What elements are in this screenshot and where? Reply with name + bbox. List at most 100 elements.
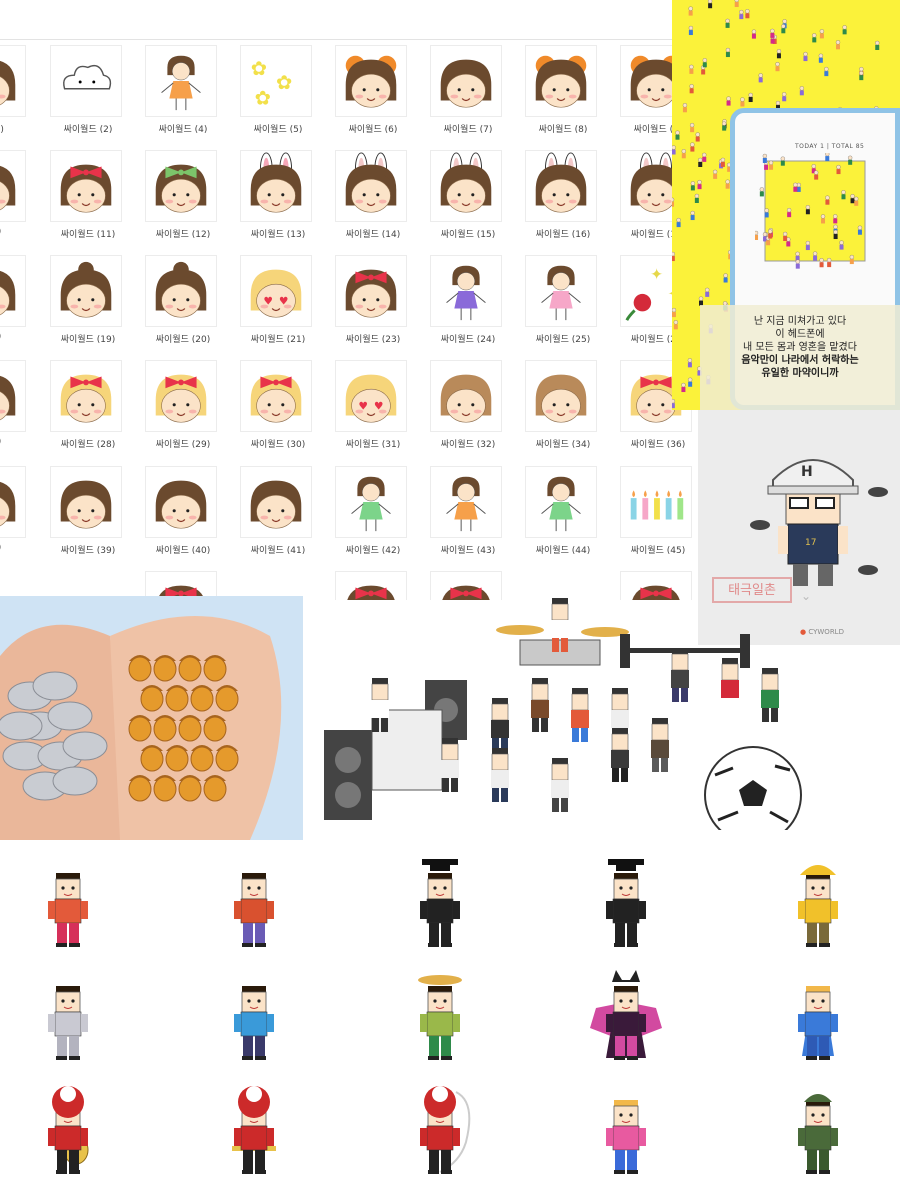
emoticon-thumbnail[interactable]: ♥ ♥	[335, 360, 407, 432]
emoticon-thumbnail[interactable]	[525, 255, 597, 327]
emoticon-thumbnail[interactable]	[240, 150, 312, 222]
emoticon-cell[interactable]: 싸이월드 (39)	[48, 466, 128, 566]
avatar-band-baton[interactable]	[400, 1082, 480, 1182]
emoticon-cell[interactable]	[618, 571, 698, 600]
avatar-graduate[interactable]	[586, 855, 666, 955]
emoticon-cell[interactable]	[333, 571, 413, 600]
emoticon-cell[interactable]: 싸이월드 (44)	[523, 466, 603, 566]
emoticon-cell[interactable]: 싸이월드 (45)	[618, 466, 698, 566]
emoticon-thumbnail[interactable]: ♥ ♥	[240, 255, 312, 327]
emoticon-thumbnail[interactable]	[0, 255, 26, 327]
emoticon-thumbnail[interactable]	[335, 150, 407, 222]
avatar-band-drum[interactable]	[28, 1082, 108, 1182]
cyworld-logo: ● CYWORLD	[800, 628, 844, 636]
emoticon-caption: 싸이월드 (30)	[250, 440, 306, 450]
emoticon-thumbnail[interactable]	[50, 360, 122, 432]
emoticon-cell[interactable]: 싸이월드 (28)	[48, 360, 128, 460]
emoticon-thumbnail[interactable]	[430, 150, 502, 222]
emoticon-cell[interactable]: (18)	[0, 255, 32, 355]
emoticon-cell[interactable]	[428, 571, 508, 600]
emoticon-cell[interactable]: 싸이월드 (40)	[143, 466, 223, 566]
emoticon-cell[interactable]: 싸이월드 (43)	[428, 466, 508, 566]
emoticon-cell[interactable]: 드 (1)	[0, 45, 32, 145]
emoticon-cell[interactable]: 싸이월드 (30)	[238, 360, 318, 460]
emoticon-cell[interactable]: 싸이월드 (7)	[428, 45, 508, 145]
emoticon-cell[interactable]: 싸이월드 (16)	[523, 150, 603, 250]
emoticon-thumbnail[interactable]	[240, 360, 312, 432]
emoticon-cell[interactable]: ♥ ♥ 싸이월드 (31)	[333, 360, 413, 460]
emoticon-thumbnail[interactable]	[145, 360, 217, 432]
emoticon-thumbnail[interactable]	[50, 466, 122, 538]
emoticon-cell[interactable]: 싸이월드 (36)	[618, 360, 698, 460]
emoticon-thumbnail[interactable]	[525, 360, 597, 432]
emoticon-cell[interactable]: 싸이월드 (11)	[48, 150, 128, 250]
emoticon-cell[interactable]: 싸이월드 (14)	[333, 150, 413, 250]
emoticon-thumbnail[interactable]	[525, 150, 597, 222]
emoticon-cell[interactable]: 싸이월드 (20)	[143, 255, 223, 355]
emoticon-thumbnail[interactable]	[0, 150, 26, 222]
emoticon-thumbnail[interactable]	[430, 45, 502, 117]
avatar-soldier[interactable]	[778, 1082, 858, 1182]
emoticon-cell[interactable]: 싸이월드 (13)	[238, 150, 318, 250]
emoticon-cell[interactable]: 싸이월드 (12)	[143, 150, 223, 250]
emoticon-cell[interactable]: 싸이월드 (6)	[333, 45, 413, 145]
emoticon-cell[interactable]: 싸이월드 (2)	[48, 45, 128, 145]
emoticon-thumbnail[interactable]	[335, 255, 407, 327]
emoticon-cell[interactable]: 싸이월드 (25)	[523, 255, 603, 355]
emoticon-thumbnail[interactable]	[0, 45, 26, 117]
emoticon-thumbnail[interactable]	[335, 45, 407, 117]
emoticon-thumbnail[interactable]	[240, 466, 312, 538]
emoticon-thumbnail[interactable]	[50, 255, 122, 327]
emoticon-thumbnail[interactable]	[145, 466, 217, 538]
emoticon-cell[interactable]: 싸이월드 (15)	[428, 150, 508, 250]
avatar-straw-hat[interactable]	[400, 968, 480, 1068]
avatar-hanbok-girl[interactable]	[28, 855, 108, 955]
emoticon-thumbnail[interactable]	[525, 45, 597, 117]
emoticon-cell[interactable]: ♥ ♥ 싸이월드 (21)	[238, 255, 318, 355]
avatar-raincoat[interactable]	[778, 855, 858, 955]
svg-text:✿: ✿	[251, 57, 267, 80]
emoticon-thumbnail[interactable]	[145, 150, 217, 222]
emoticon-cell[interactable]: 싸이월드 (23)	[333, 255, 413, 355]
emoticon-thumbnail[interactable]	[620, 466, 692, 538]
emoticon-thumbnail[interactable]	[620, 571, 692, 600]
emoticon-thumbnail[interactable]	[430, 360, 502, 432]
avatar-suit[interactable]	[28, 968, 108, 1068]
emoticon-cell[interactable]: 싸이월드 (42)	[333, 466, 413, 566]
emoticon-thumbnail[interactable]	[430, 255, 502, 327]
avatar-hanbok-boy[interactable]	[214, 855, 294, 955]
emoticon-thumbnail[interactable]	[50, 150, 122, 222]
avatar-graduate[interactable]	[400, 855, 480, 955]
avatar-striped-boy[interactable]	[214, 968, 294, 1068]
avatar-princess[interactable]	[778, 968, 858, 1068]
emoticon-cell[interactable]: (27)	[0, 360, 32, 460]
emoticon-cell[interactable]: 싸이월드 (29)	[143, 360, 223, 460]
emoticon-thumbnail[interactable]	[145, 45, 217, 117]
emoticon-thumbnail[interactable]	[145, 255, 217, 327]
emoticon-cell[interactable]: ✿ ✿ ✿ 싸이월드 (5)	[238, 45, 318, 145]
emoticon-cell[interactable]: 싸이월드 (4)	[143, 45, 223, 145]
emoticon-thumbnail[interactable]	[620, 360, 692, 432]
emoticon-thumbnail[interactable]	[335, 466, 407, 538]
avatar-band-trumpet[interactable]	[214, 1082, 294, 1182]
emoticon-thumbnail[interactable]	[335, 571, 407, 600]
emoticon-thumbnail[interactable]	[430, 466, 502, 538]
emoticon-cell[interactable]: 싸이월드 (24)	[428, 255, 508, 355]
emoticon-cell[interactable]: 싸이월드 (8)	[523, 45, 603, 145]
emoticon-thumbnail[interactable]: ✿ ✿ ✿	[240, 45, 312, 117]
emoticon-caption: 싸이월드 (2)	[63, 125, 113, 135]
lyric-line-1: 난 지금 미쳐가고 있다	[753, 316, 847, 327]
emoticon-cell[interactable]: 싸이월드 (41)	[238, 466, 318, 566]
avatar-blonde-girl[interactable]	[586, 1082, 666, 1182]
emoticon-thumbnail[interactable]	[430, 571, 502, 600]
emoticon-thumbnail[interactable]	[525, 466, 597, 538]
emoticon-cell[interactable]: (10)	[0, 150, 32, 250]
emoticon-cell[interactable]: 싸이월드 (34)	[523, 360, 603, 460]
emoticon-cell[interactable]: (38)	[0, 466, 32, 566]
avatar-witch[interactable]	[586, 968, 666, 1068]
emoticon-thumbnail[interactable]	[0, 360, 26, 432]
emoticon-thumbnail[interactable]	[0, 466, 26, 538]
emoticon-cell[interactable]: 싸이월드 (32)	[428, 360, 508, 460]
emoticon-thumbnail[interactable]	[50, 45, 122, 117]
emoticon-cell[interactable]: 싸이월드 (19)	[48, 255, 128, 355]
